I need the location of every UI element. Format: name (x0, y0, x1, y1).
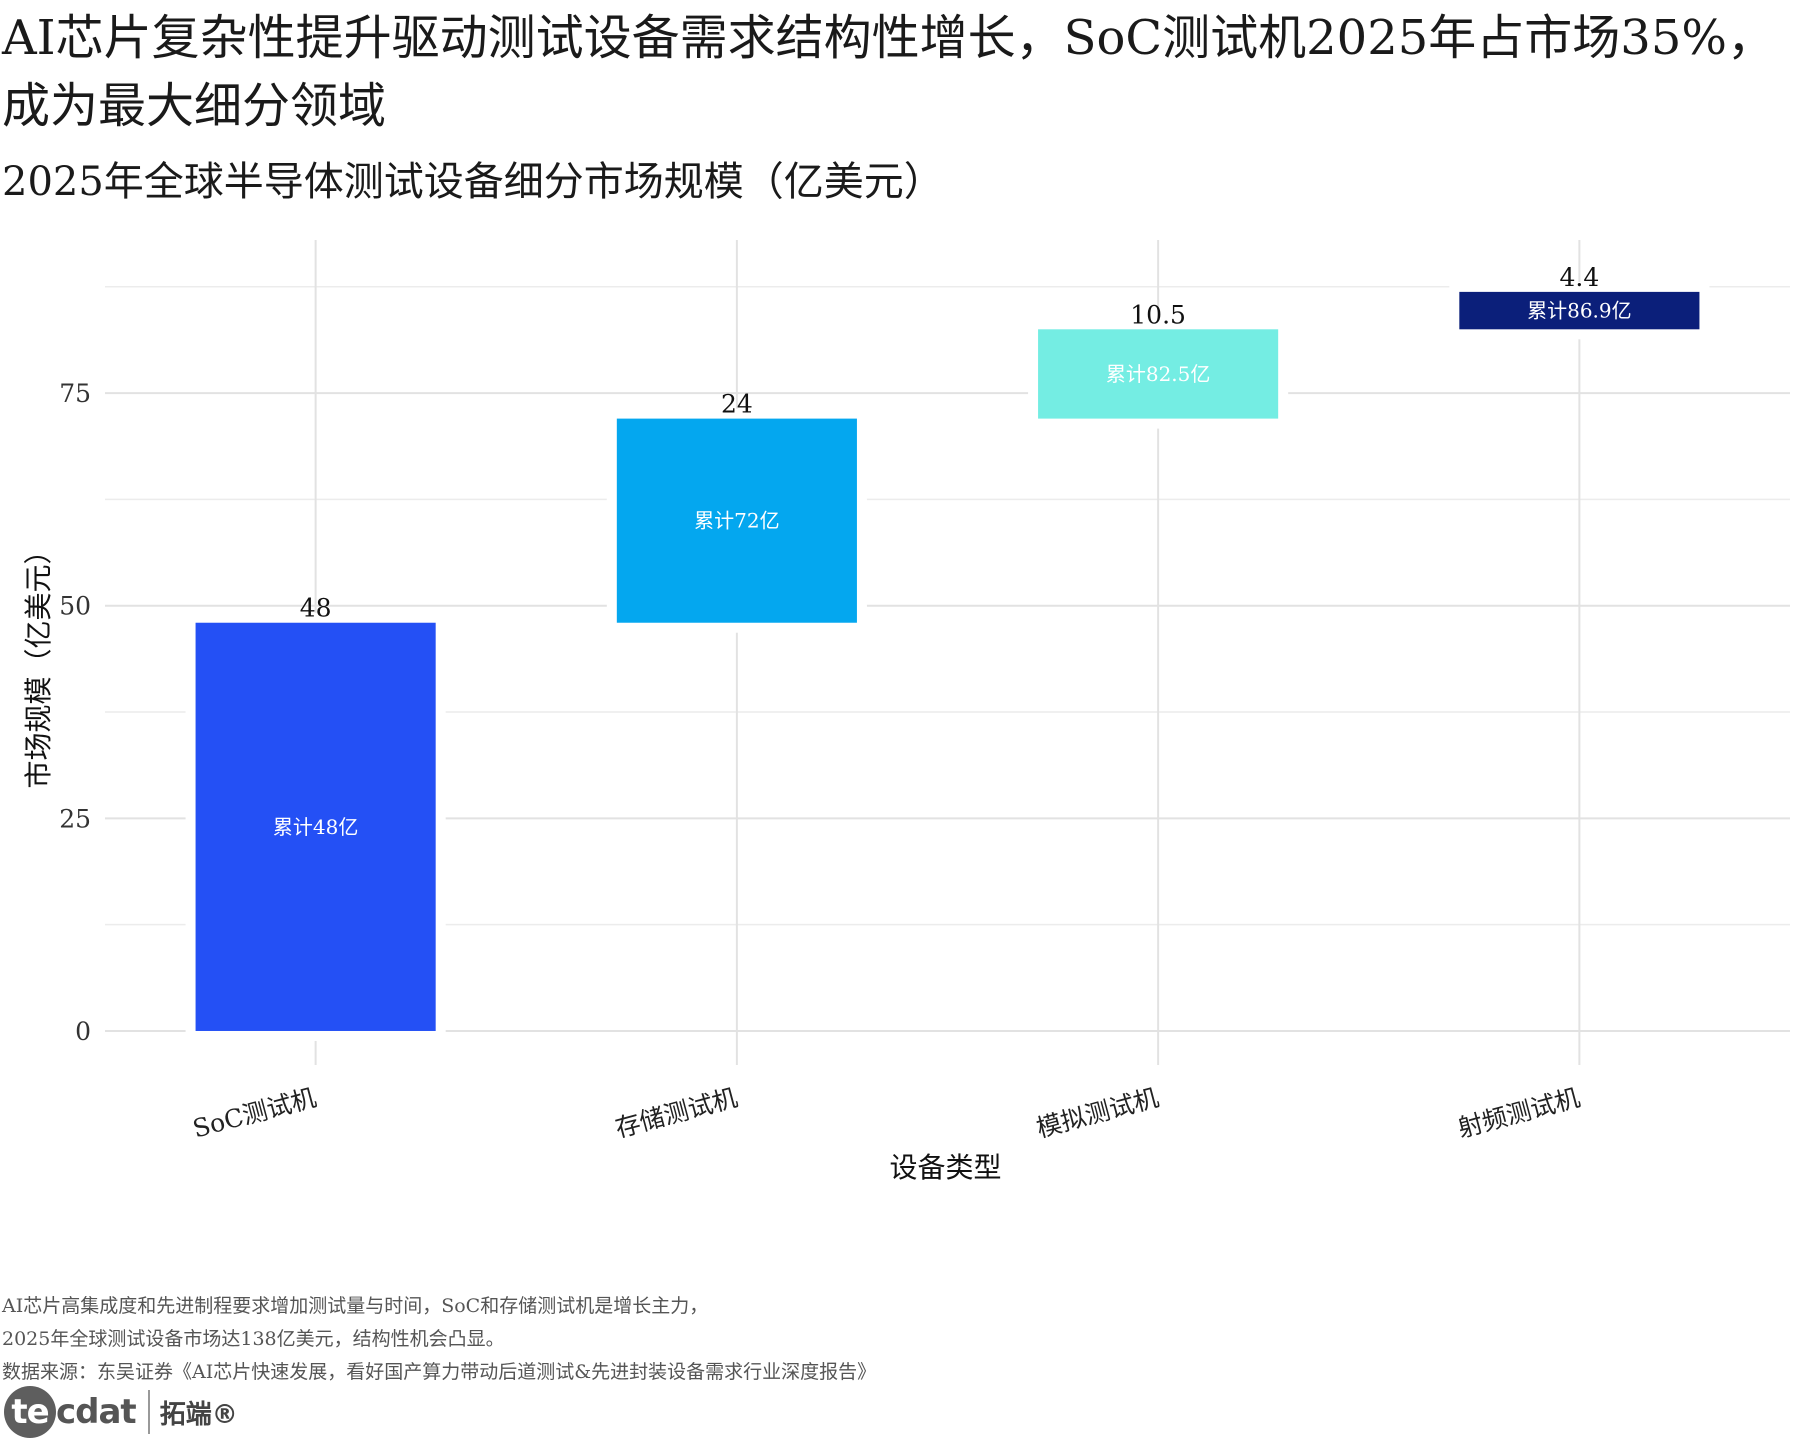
bar-value-label: 48 (300, 594, 332, 623)
bar-value-label: 4.4 (1559, 263, 1599, 292)
y-tick-label: 75 (59, 379, 91, 408)
bar-cumulative-label: 累计86.9亿 (1527, 299, 1632, 323)
logo-circle-icon: te (4, 1386, 56, 1438)
waterfall-chart: 0 25 50 75 48 累计48亿 24 累计72亿 10.5 累计82.5亿 4.4 累计86.… (22, 240, 1790, 1184)
y-tick-label: 50 (59, 592, 91, 621)
bar-cumulative-label: 累计48亿 (273, 815, 358, 839)
bar-value-label: 24 (721, 390, 753, 419)
caption-line-1: AI芯片高集成度和先进制程要求增加测试量与时间，SoC和存储测试机是增长主力， (2, 1295, 709, 1317)
bar (1459, 291, 1700, 330)
x-tick-label: 存储测试机 (612, 1083, 740, 1143)
logo-divider (147, 1390, 150, 1434)
bar (1038, 329, 1279, 419)
y-tick-label: 25 (59, 804, 91, 833)
bar (616, 418, 857, 623)
logo-text: 拓端® (159, 1399, 238, 1430)
y-tick-label: 0 (75, 1017, 91, 1046)
chart-subtitle: 2025年全球半导体测试设备细分市场规模（亿美元） (2, 159, 944, 205)
logo-mark-text: cdat (56, 1392, 137, 1432)
bar-value-label: 10.5 (1130, 300, 1186, 329)
bar-cumulative-label: 累计82.5亿 (1106, 362, 1211, 386)
caption-source: 数据来源：东吴证券《AI芯片快速发展，看好国产算力带动后道测试&先进封装设备需求… (2, 1361, 877, 1383)
y-axis-title: 市场规模（亿美元） (22, 536, 55, 788)
chart-title: AI芯片复杂性提升驱动测试设备需求结构性增长，SoC测试机2025年占市场35%… (2, 10, 1775, 134)
tecdat-logo-mark: te cdat (4, 1386, 137, 1438)
x-tick-label: 模拟测试机 (1033, 1083, 1161, 1143)
caption-line-2: 2025年全球测试设备市场达138亿美元，结构性机会凸显。 (2, 1328, 505, 1350)
x-tick-label: 射频测试机 (1455, 1083, 1583, 1143)
brand-logo: te cdat 拓端® (4, 1384, 238, 1440)
x-axis-title: 设备类型 (889, 1151, 1001, 1184)
bar (195, 622, 436, 1031)
caption: AI芯片高集成度和先进制程要求增加测试量与时间，SoC和存储测试机是增长主力， … (2, 1290, 876, 1389)
bar-cumulative-label: 累计72亿 (694, 509, 779, 533)
x-tick-label: SoC测试机 (190, 1083, 320, 1144)
